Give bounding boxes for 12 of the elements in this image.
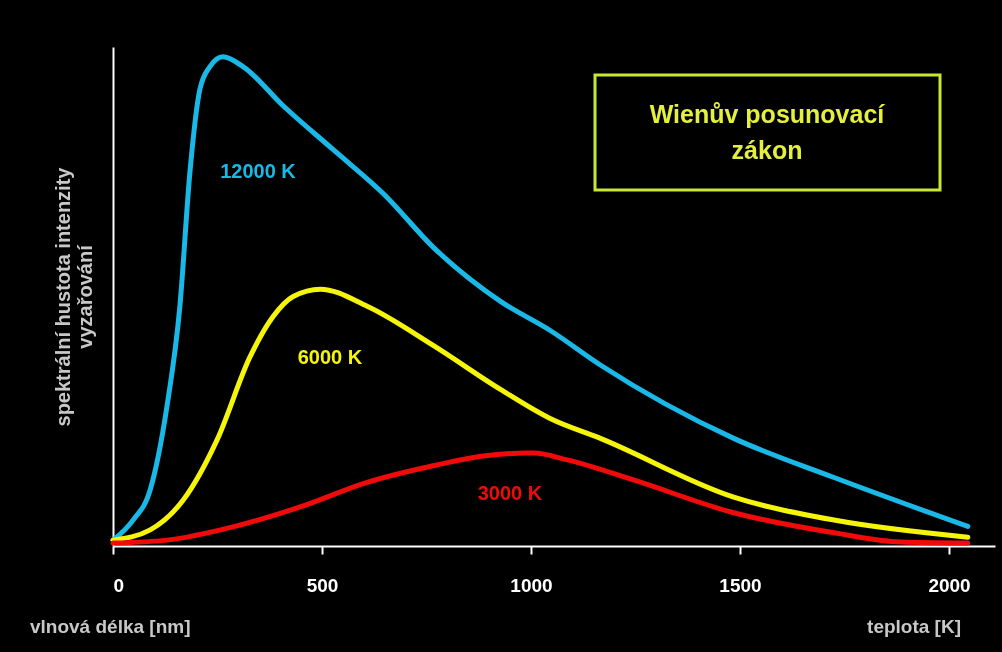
x-tick-label: 0: [113, 574, 125, 596]
x-tick-label: 1000: [510, 574, 553, 596]
text: Wienův posunovací zákon: [649, 100, 886, 164]
x-tick-label: 2000: [928, 574, 971, 596]
series-label: 12000 K: [220, 160, 297, 182]
y-axis-title: spektrální hustota intenzity vyzařování: [51, 166, 96, 427]
text: teplota [K]: [867, 616, 961, 637]
series-label: 3000 K: [477, 482, 543, 504]
x-axis-title: vlnová délka [nm]: [30, 616, 191, 637]
x-tick-label: 500: [306, 574, 339, 596]
series-label: 6000 K: [297, 346, 363, 368]
x-tick-label: 1500: [719, 574, 762, 596]
